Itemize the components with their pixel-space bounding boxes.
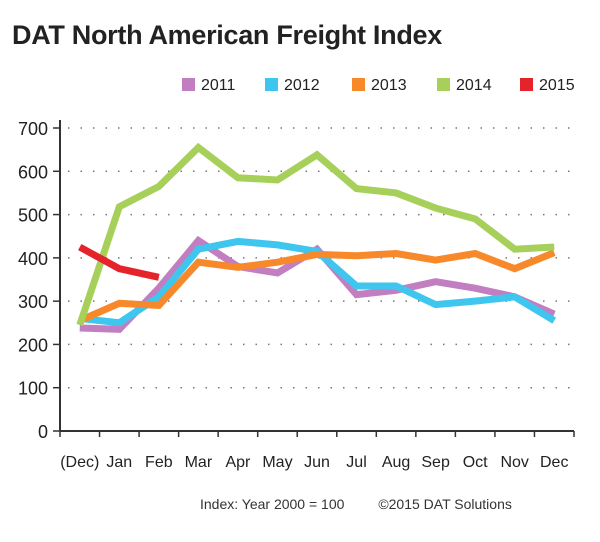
chart-title: DAT North American Freight Index (12, 20, 442, 50)
legend-label-2012: 2012 (284, 77, 320, 94)
x-tick-label: Oct (463, 454, 488, 471)
index-note: Index: Year 2000 = 100 (200, 496, 345, 512)
legend-swatch-2015 (520, 78, 533, 91)
y-tick-label: 200 (18, 335, 48, 355)
legend-swatch-2011 (182, 78, 195, 91)
legend-label-2015: 2015 (539, 77, 575, 94)
x-tick-label: Jul (346, 454, 366, 471)
legend-swatch-2012 (265, 78, 278, 91)
x-tick-label: Jan (106, 454, 132, 471)
y-tick-label: 400 (18, 249, 48, 269)
copyright: ©2015 DAT Solutions (378, 496, 512, 512)
x-tick-label: Feb (145, 454, 173, 471)
x-tick-label: Sep (421, 454, 450, 471)
x-tick-label: Jun (304, 454, 330, 471)
legend-label-2011: 2011 (201, 77, 236, 94)
legend-label-2014: 2014 (456, 77, 492, 94)
y-tick-label: 300 (18, 292, 48, 312)
legend-label-2013: 2013 (371, 77, 407, 94)
y-tick-label: 600 (18, 162, 48, 182)
x-tick-label: Nov (500, 454, 528, 471)
y-tick-label: 100 (18, 379, 48, 399)
y-tick-label: 0 (38, 422, 48, 442)
x-tick-label: Apr (225, 454, 251, 471)
legend-swatch-2013 (352, 78, 365, 91)
x-tick-label: May (262, 454, 292, 471)
y-tick-label: 700 (18, 119, 48, 139)
series-line-2015 (78, 243, 160, 281)
x-tick-label: (Dec) (60, 454, 99, 471)
footer: Index: Year 2000 = 100 ©2015 DAT Solutio… (200, 496, 542, 512)
x-tick-label: Mar (185, 454, 213, 471)
x-tick-label: Dec (540, 454, 568, 471)
x-tick-label: Aug (382, 454, 410, 471)
legend-swatch-2014 (437, 78, 450, 91)
y-tick-label: 500 (18, 206, 48, 226)
